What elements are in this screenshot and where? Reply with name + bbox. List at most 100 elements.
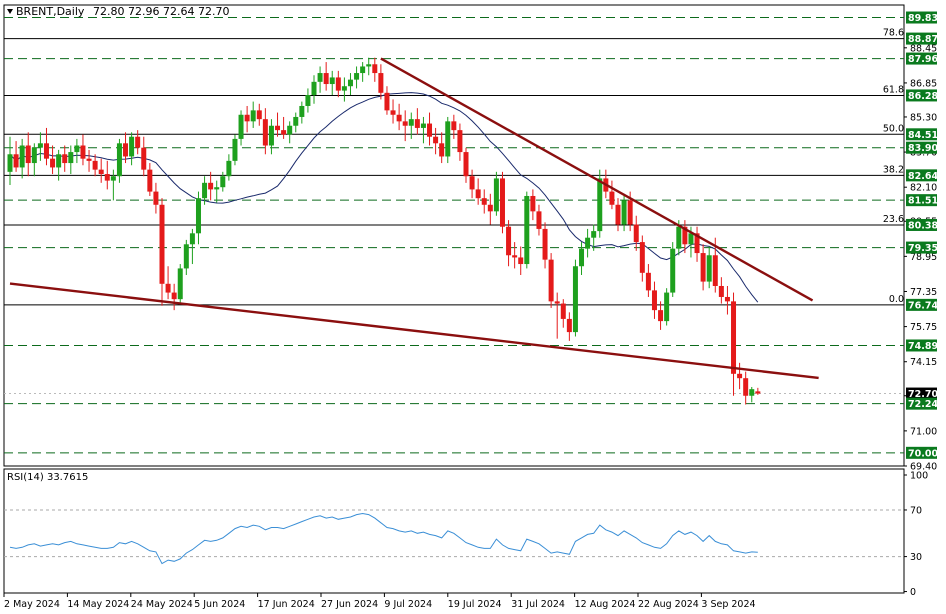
candle[interactable] <box>189 228 195 265</box>
candle[interactable] <box>530 189 536 221</box>
candle[interactable] <box>37 132 43 161</box>
candle[interactable] <box>177 264 183 304</box>
candle[interactable] <box>445 116 451 164</box>
candle[interactable] <box>214 180 220 203</box>
candle[interactable] <box>226 154 232 181</box>
candle[interactable] <box>518 246 524 276</box>
candle[interactable] <box>451 114 457 139</box>
candle[interactable] <box>299 101 305 124</box>
candle[interactable] <box>718 277 724 304</box>
candle[interactable] <box>220 171 226 192</box>
candle[interactable] <box>560 299 566 328</box>
candle[interactable] <box>74 138 80 164</box>
candle[interactable] <box>13 141 19 172</box>
candle[interactable] <box>499 171 505 234</box>
candle[interactable] <box>572 259 578 337</box>
candle[interactable] <box>31 143 37 177</box>
candle[interactable] <box>232 134 238 166</box>
candle[interactable] <box>664 288 670 326</box>
candle[interactable] <box>396 103 402 131</box>
candle[interactable] <box>524 191 530 269</box>
candle[interactable] <box>293 112 299 133</box>
candle[interactable] <box>469 169 475 199</box>
candle[interactable] <box>171 283 177 311</box>
candle[interactable] <box>68 145 74 175</box>
candle[interactable] <box>481 189 487 214</box>
candle[interactable] <box>420 116 426 144</box>
candle[interactable] <box>493 171 499 216</box>
trendlines[interactable] <box>9 57 819 380</box>
candle[interactable] <box>360 62 366 82</box>
candle[interactable] <box>372 57 378 82</box>
candle[interactable] <box>724 285 730 315</box>
candlesticks[interactable] <box>7 57 761 405</box>
candle[interactable] <box>384 86 390 115</box>
trendline[interactable] <box>9 282 819 380</box>
candle[interactable] <box>50 145 56 175</box>
candle[interactable] <box>609 180 615 210</box>
candle[interactable] <box>7 136 13 186</box>
candle[interactable] <box>311 75 317 104</box>
candle[interactable] <box>281 116 287 139</box>
candle[interactable] <box>123 132 129 164</box>
candle[interactable] <box>19 138 25 179</box>
candle[interactable] <box>208 171 214 201</box>
candle[interactable] <box>439 132 445 164</box>
candle[interactable] <box>645 264 651 297</box>
candle[interactable] <box>682 220 688 254</box>
candle[interactable] <box>755 387 761 395</box>
candle[interactable] <box>408 112 414 139</box>
candle[interactable] <box>737 362 743 390</box>
candle[interactable] <box>141 136 147 177</box>
candle[interactable] <box>414 108 420 135</box>
candle[interactable] <box>116 138 122 183</box>
candle[interactable] <box>536 204 542 236</box>
candle[interactable] <box>694 226 700 262</box>
candle[interactable] <box>165 266 171 300</box>
candle[interactable] <box>354 66 360 89</box>
candle[interactable] <box>554 292 560 339</box>
candle[interactable] <box>749 386 755 403</box>
candle[interactable] <box>566 312 572 341</box>
candle[interactable] <box>347 73 353 96</box>
candle[interactable] <box>579 242 585 276</box>
candle[interactable] <box>615 198 621 232</box>
candle[interactable] <box>153 182 159 214</box>
candle[interactable] <box>506 220 512 267</box>
candle[interactable] <box>427 112 433 146</box>
candle[interactable] <box>743 371 749 405</box>
candle[interactable] <box>658 301 664 330</box>
dropdown-triangle-icon[interactable] <box>7 9 13 14</box>
candle[interactable] <box>43 127 49 166</box>
candle[interactable] <box>98 158 104 183</box>
candle[interactable] <box>244 105 250 133</box>
candle[interactable] <box>731 292 737 396</box>
candle[interactable] <box>135 130 141 155</box>
candle[interactable] <box>706 246 712 289</box>
candle[interactable] <box>341 77 347 102</box>
candle[interactable] <box>512 242 518 269</box>
candle[interactable] <box>621 193 627 232</box>
candle[interactable] <box>147 163 153 196</box>
candle[interactable] <box>670 242 676 297</box>
candle[interactable] <box>256 103 262 126</box>
candle[interactable] <box>633 215 639 251</box>
candle[interactable] <box>80 134 86 166</box>
candle[interactable] <box>275 112 281 137</box>
candle[interactable] <box>104 160 110 190</box>
candle[interactable] <box>402 110 408 142</box>
candle[interactable] <box>183 239 189 276</box>
candle[interactable] <box>457 123 463 161</box>
candle[interactable] <box>323 62 329 91</box>
candle[interactable] <box>390 99 396 124</box>
candle[interactable] <box>475 178 481 205</box>
candle[interactable] <box>268 119 274 155</box>
candle[interactable] <box>591 224 597 251</box>
candle[interactable] <box>250 101 256 128</box>
candle[interactable] <box>433 127 439 155</box>
candle[interactable] <box>287 121 293 144</box>
candle[interactable] <box>329 70 335 96</box>
candle[interactable] <box>487 193 493 225</box>
candle[interactable] <box>700 244 706 291</box>
